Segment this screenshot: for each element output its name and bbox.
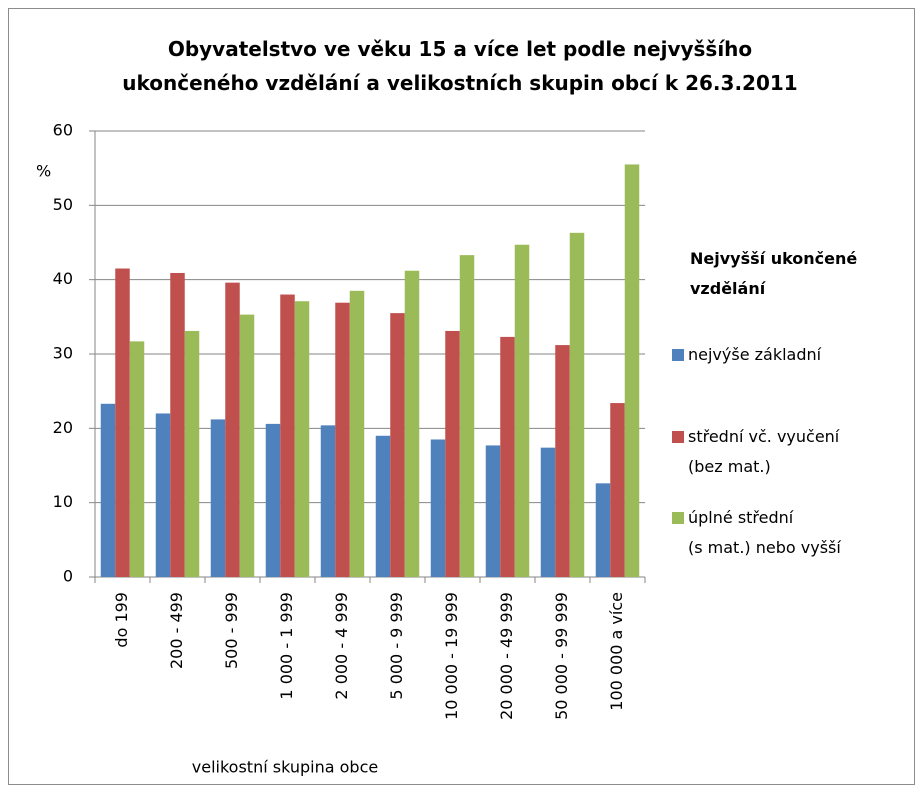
legend-item: střední vč. vyučení (bez mat.) [672,422,839,482]
bar [375,435,391,577]
bar [555,345,570,577]
legend-swatch [672,349,684,361]
legend-label: úplné střední (s mat.) nebo vyšší [688,508,841,557]
x-tick-label: 10 000 - 19 999 [442,592,461,720]
legend-title: Nejvyšší ukončené vzdělání [690,249,858,298]
legend-item: nejvýše základní [672,340,821,370]
bar [445,330,460,577]
bar [514,244,530,578]
legend-label: nejvýše základní [688,345,822,364]
bar [170,272,185,577]
bar [430,439,446,577]
bar [265,423,281,577]
legend-swatch [672,431,684,443]
bar [100,403,116,577]
bar [624,164,640,577]
bar [500,336,515,577]
bar [225,282,240,577]
x-tick-label: 1 000 - 1 999 [277,592,296,700]
bar [184,330,200,577]
y-tick-label: 60 [53,121,73,140]
bar [210,419,226,577]
bar [129,341,145,577]
y-tick-label: 0 [63,567,73,586]
x-tick-label: 5 000 - 9 999 [387,592,406,700]
x-tick-label: 100 000 a více [607,592,626,711]
bar [320,425,336,577]
bar [569,232,585,577]
bar [459,255,475,578]
bar [610,403,625,577]
bar [540,447,556,577]
bar [155,413,171,577]
bar [335,302,350,577]
bar [349,290,365,577]
x-tick-label: 2 000 - 4 999 [332,592,351,700]
legend-swatch [672,512,684,524]
y-axis-label: % [36,162,51,181]
bar [280,294,295,577]
x-tick-label: 20 000 - 49 999 [497,592,516,720]
legend-item: úplné střední (s mat.) nebo vyšší [672,503,841,563]
y-tick-label: 10 [53,492,73,511]
y-tick-label: 30 [53,344,73,363]
x-tick-label: 50 000 - 99 999 [552,592,571,720]
bar [239,314,255,577]
x-tick-label: 500 - 999 [222,592,241,669]
x-axis-label: velikostní skupina obce [192,758,378,777]
bar [485,445,501,577]
legend-label: střední vč. vyučení (bez mat.) [688,427,840,476]
bar [595,483,611,577]
x-tick-label: 200 - 499 [167,592,186,669]
y-tick-label: 50 [53,195,73,214]
x-tick-label: do 199 [112,592,131,648]
bar [115,268,130,577]
y-tick-label: 40 [53,269,73,288]
bar [294,301,310,577]
bar [390,313,405,577]
y-tick-label: 20 [53,418,73,437]
bar [404,270,420,577]
chart-title: Obyvatelstvo ve věku 15 a více let podle… [122,37,798,95]
chart-border [8,8,915,785]
